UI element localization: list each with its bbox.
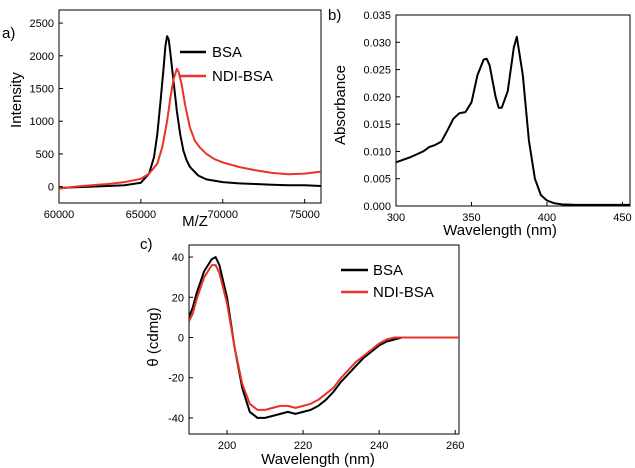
series-line-ndi-bsa [59,67,321,190]
y-tick-label: 500 [36,149,54,161]
x-tick-label: 65000 [126,209,157,221]
y-tick-label: 0.020 [363,92,391,104]
y-tick-label: 2000 [30,51,54,63]
y-tick-label: 1500 [30,84,54,96]
panel-a-y-axis-label: Intensity [8,72,25,128]
panel-label-b: b) [328,7,341,24]
series-line [396,35,630,206]
panel-a-legend: BSA NDI-BSA [180,44,273,85]
panel-b-absorbance-spectrum: b) Absorbance Wavelength (nm) 300 350 400 4… [328,7,632,239]
y-tick-label: 0 [48,182,54,194]
x-tick-label: 60000 [44,209,75,221]
y-tick-label: 40 [172,252,184,264]
y-tick-label: 1000 [30,116,54,128]
legend-label-ndi-bsa: NDI-BSA [373,284,434,301]
x-tick-label: 220 [294,440,312,452]
series-line-bsa [59,35,321,189]
x-tick-label: 240 [370,440,388,452]
legend-label-bsa: BSA [212,44,242,61]
plot-frame [58,9,322,204]
y-tick-label: 0.005 [363,174,391,186]
legend-label-bsa: BSA [373,262,403,279]
y-tick-label: 0.030 [363,37,391,49]
y-tick-label: 0.010 [363,146,391,158]
x-tick-label: 350 [462,212,480,224]
plot-frame [188,244,460,435]
series-line-ndi-bsa [189,264,459,411]
x-tick-label: 300 [387,212,405,224]
x-tick-label: 200 [218,440,236,452]
x-tick-label: 450 [613,212,631,224]
panel-b-y-axis-label: Absorbance [332,65,349,145]
panel-label-c: c) [140,236,153,253]
y-tick-label: 0 [178,332,184,344]
legend-label-ndi-bsa: NDI-BSA [212,68,273,85]
panel-c-x-axis-label: Wavelength (nm) [261,451,375,468]
panel-b-x-axis-label: Wavelength (nm) [443,222,557,239]
panel-c-y-axis-label: θ (cdmg) [145,307,162,366]
plot-frame [395,14,631,207]
y-tick-label: -20 [168,373,184,385]
y-tick-label: 0.015 [363,119,391,131]
x-tick-label: 400 [538,212,556,224]
y-tick-label: 0.025 [363,65,391,77]
panel-a-x-axis-label: M/Z [182,213,208,230]
y-tick-label: 20 [172,292,184,304]
panel-a-mass-spectrum: a) Intensity M/Z BSA NDI-BSA 60000 65000 7… [2,9,322,230]
panel-c-cd-spectrum: c) θ (cdmg) Wavelength (nm) BSA NDI-BSA … [140,236,464,468]
x-tick-label: 75000 [289,209,320,221]
x-tick-label: 70000 [207,209,238,221]
y-tick-label: 0.035 [363,10,391,22]
y-tick-label: -40 [168,413,184,425]
y-tick-label: 0.000 [363,201,391,213]
y-tick-label: 2500 [30,18,54,30]
x-tick-label: 260 [446,440,464,452]
panel-c-legend: BSA NDI-BSA [341,262,434,301]
panel-label-a: a) [2,25,15,42]
